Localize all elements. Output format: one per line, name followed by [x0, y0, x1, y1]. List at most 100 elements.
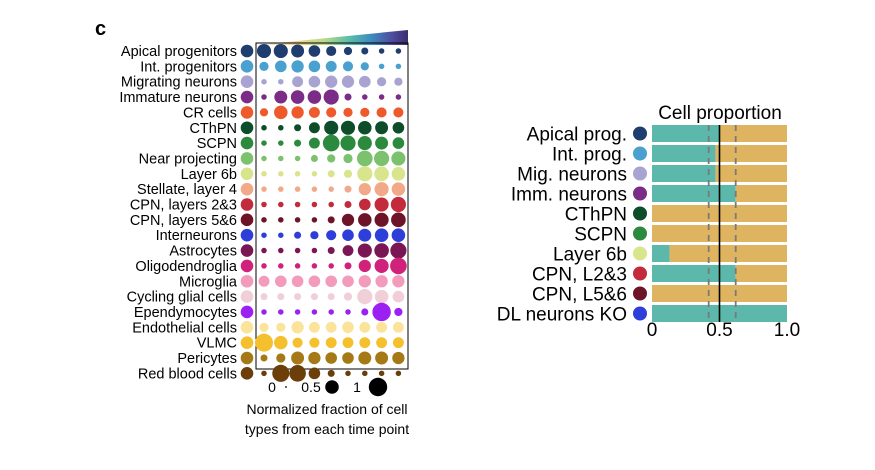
row-label: Immature neurons — [119, 90, 237, 106]
dot — [395, 63, 402, 70]
dot — [308, 367, 321, 380]
dot — [274, 90, 288, 104]
dot — [291, 275, 304, 288]
dot — [308, 137, 320, 149]
dot — [277, 293, 285, 301]
row-label: Interneurons — [156, 228, 237, 244]
dot — [343, 292, 353, 301]
dot — [308, 275, 321, 288]
row-color-key — [240, 121, 254, 135]
bar-category-label: Apical prog. — [527, 125, 627, 146]
dot — [323, 89, 339, 105]
dot — [358, 259, 371, 273]
dot — [294, 124, 302, 132]
dot — [391, 182, 406, 196]
dot — [327, 247, 335, 255]
dot — [278, 263, 284, 269]
dot — [278, 232, 284, 238]
dot — [343, 169, 353, 178]
dot — [374, 243, 389, 258]
dot — [261, 78, 267, 85]
row-color-key — [240, 60, 254, 73]
dot — [291, 106, 304, 119]
row-color-key — [240, 213, 254, 227]
dot — [255, 333, 273, 352]
dot — [358, 198, 371, 211]
dot — [391, 151, 406, 166]
bar-color-key — [633, 166, 647, 181]
dot — [322, 134, 340, 152]
dot — [344, 200, 352, 209]
bar-category-label: Int. prog. — [552, 145, 627, 166]
dot — [358, 275, 371, 288]
dot — [341, 75, 355, 88]
dot — [328, 201, 334, 208]
dot — [311, 263, 318, 269]
bar-segment-gold — [715, 145, 787, 162]
legend-label: 1 — [353, 379, 361, 395]
dot — [328, 263, 334, 269]
row-label: CThPN — [189, 121, 237, 137]
dot — [376, 321, 388, 333]
dot — [259, 322, 269, 332]
dot — [376, 107, 387, 118]
dot — [325, 75, 338, 88]
dot — [375, 275, 388, 288]
dot — [360, 107, 370, 118]
dot — [311, 217, 318, 223]
x-tick-label: 0.5 — [706, 320, 732, 341]
dot — [326, 107, 337, 118]
dot — [294, 186, 301, 192]
dot — [342, 352, 354, 364]
dot — [343, 107, 353, 118]
dot — [358, 351, 372, 365]
row-label: Near projecting — [139, 151, 237, 167]
dot — [256, 43, 272, 59]
dot — [278, 201, 284, 208]
dot — [261, 247, 267, 254]
dot — [374, 182, 389, 197]
dot — [392, 290, 405, 303]
dot — [261, 171, 267, 177]
dot — [259, 108, 269, 117]
dot — [358, 228, 372, 242]
dot — [360, 62, 369, 71]
dot — [392, 275, 405, 288]
dot-matrix-frame — [255, 42, 409, 370]
dot — [324, 120, 339, 135]
row-label: Migrating neurons — [121, 75, 237, 91]
legend-title: Normalized fraction of cell — [246, 401, 407, 417]
row-label: CR cells — [183, 105, 237, 121]
dot — [308, 351, 321, 365]
dot — [294, 263, 301, 269]
dot — [395, 370, 402, 377]
dot — [308, 75, 321, 88]
dot — [374, 197, 389, 212]
bar-category-label: CPN, L5&6 — [532, 285, 627, 306]
dot — [294, 247, 301, 254]
dot — [261, 140, 267, 146]
bar-segment-teal — [652, 125, 720, 142]
dot — [327, 216, 335, 224]
dot — [274, 275, 287, 288]
dot — [343, 46, 353, 56]
dot — [278, 186, 284, 192]
dot — [278, 140, 284, 146]
dot — [291, 321, 304, 334]
dot — [258, 275, 270, 287]
dot — [291, 44, 305, 58]
x-tick-label: 1.0 — [774, 320, 800, 341]
dot — [375, 121, 389, 135]
dot — [361, 308, 369, 316]
dot — [278, 124, 284, 131]
dot — [294, 293, 302, 301]
dot — [325, 321, 337, 333]
dot — [341, 213, 355, 227]
bar-segment-teal — [652, 245, 670, 262]
dot — [261, 370, 267, 377]
dot — [392, 351, 405, 365]
dot — [359, 337, 371, 349]
bar-segment-gold — [735, 265, 787, 282]
dot — [357, 166, 373, 182]
dot — [391, 167, 406, 181]
